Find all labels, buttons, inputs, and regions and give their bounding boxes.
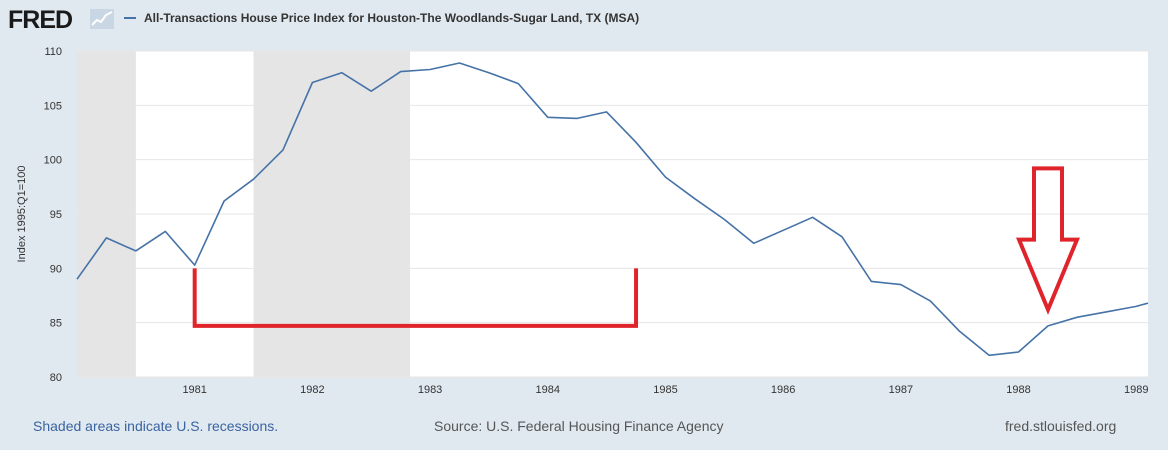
- chart: 80 85 90 95 100 105 110 1981 1982 1983 1984 1985 198…: [16, 46, 1149, 396]
- series-line-1: [76, 62, 1149, 357]
- x-tick-label: 1987: [889, 384, 913, 396]
- annotation-bracket: [192, 268, 639, 328]
- y-tick-label: 85: [50, 318, 62, 330]
- x-tick-label: 1981: [182, 384, 206, 396]
- recession-note: Shaded areas indicate U.S. recessions.: [33, 418, 279, 434]
- x-tick-label: 1982: [300, 384, 324, 396]
- chart-legend: All-Transactions House Price Index for H…: [124, 11, 639, 25]
- x-tick-label: 1989: [1124, 384, 1148, 396]
- x-tick-label: 1988: [1006, 384, 1030, 396]
- legend-label: All-Transactions House Price Index for H…: [144, 11, 640, 25]
- source-text: Source: U.S. Federal Housing Finance Age…: [434, 418, 724, 434]
- y-tick-label: 95: [50, 209, 62, 221]
- site-link[interactable]: fred.stlouisfed.org: [1005, 418, 1117, 434]
- y-tick-label: 100: [44, 155, 62, 167]
- x-tick-label: 1983: [418, 384, 442, 396]
- y-tick-label: 105: [44, 100, 62, 112]
- y-axis-label: Index 1995:Q1=100: [16, 166, 28, 263]
- y-tick-label: 110: [44, 46, 62, 58]
- y-tick-label: 80: [50, 372, 62, 384]
- x-tick-label: 1985: [653, 384, 677, 396]
- y-tick-label: 90: [50, 263, 62, 275]
- annotation-down-arrow: [1016, 166, 1080, 315]
- fred-logo[interactable]: FRED: [8, 6, 73, 34]
- legend-swatch: [124, 17, 136, 19]
- x-tick-label: 1984: [536, 384, 560, 396]
- fred-graph-icon: [90, 9, 114, 29]
- x-tick-label: 1986: [771, 384, 795, 396]
